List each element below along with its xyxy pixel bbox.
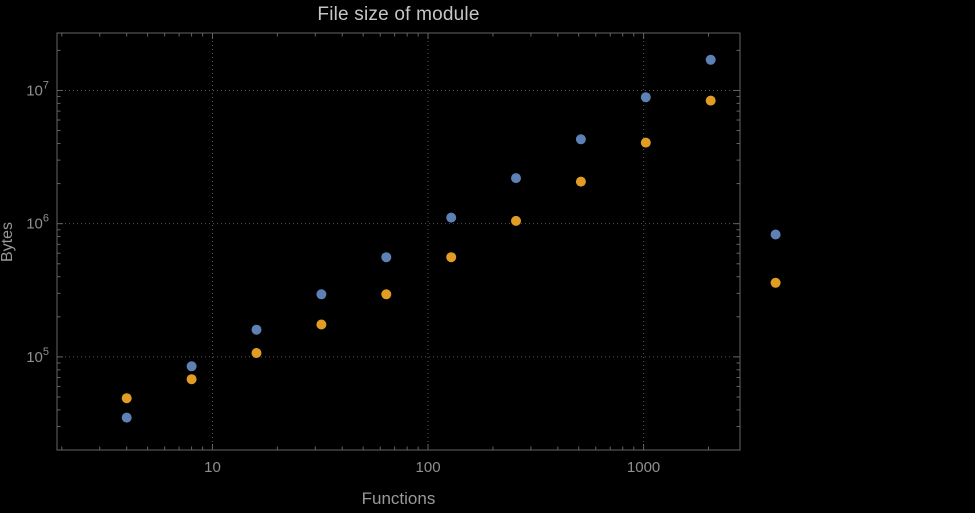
- data-point-blue-series: [511, 173, 521, 184]
- data-point-orange-series: [575, 176, 586, 187]
- data-point-blue-series: [121, 412, 132, 423]
- data-point-orange-series: [511, 215, 521, 226]
- axis-ticks: [57, 33, 740, 450]
- x-tick-label: 1000: [627, 459, 660, 476]
- data-points: [121, 54, 781, 423]
- data-point-blue-series: [381, 252, 392, 263]
- data-point-blue-series: [316, 289, 327, 300]
- y-tick-label: 106: [26, 213, 49, 233]
- data-point-orange-series: [705, 95, 716, 106]
- data-point-orange-series: [381, 289, 392, 300]
- y-tick-label: 107: [26, 79, 49, 99]
- data-point-orange-series: [316, 319, 327, 330]
- data-point-orange-series: [640, 137, 651, 148]
- y-tick-label: 105: [26, 346, 49, 366]
- chart-title: File size of module: [317, 4, 480, 25]
- data-point-blue-series: [575, 134, 586, 145]
- x-axis-label: Functions: [361, 489, 436, 508]
- gridlines: [57, 33, 740, 450]
- data-point-blue-series: [251, 324, 262, 335]
- data-point-orange-series: [186, 374, 197, 385]
- data-point-blue-series: [640, 92, 651, 103]
- data-point-orange-series: [446, 252, 457, 263]
- data-point-orange-series: [770, 277, 781, 288]
- data-point-orange-series: [251, 348, 262, 358]
- data-point-blue-series: [186, 361, 197, 372]
- data-point-blue-series: [705, 54, 716, 65]
- data-point-orange-series: [121, 393, 132, 404]
- data-point-blue-series: [446, 212, 457, 223]
- tick-labels: 10 100 1000 105 106 107: [26, 79, 660, 476]
- data-point-blue-series: [770, 229, 781, 240]
- x-tick-label: 10: [204, 459, 221, 476]
- y-axis-label: Bytes: [0, 222, 16, 263]
- x-tick-label: 100: [416, 459, 441, 476]
- plot-frame: [56, 32, 741, 451]
